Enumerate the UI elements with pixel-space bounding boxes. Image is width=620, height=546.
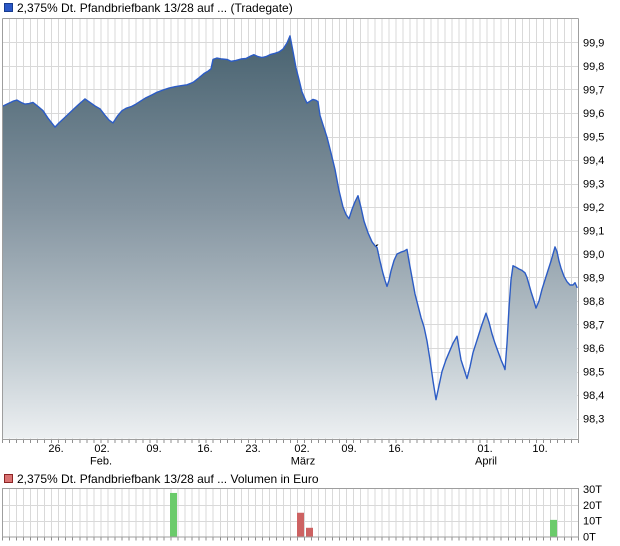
price-y-tick-label: 99,8 (583, 61, 604, 73)
date-tick-label: 02. (294, 443, 309, 455)
volume-y-tick-label: 30T (583, 484, 602, 496)
price-y-tick-label: 98,3 (583, 414, 604, 426)
date-tick-label: 09. (146, 443, 161, 455)
volume-y-axis-labels: 30T 20T 10T 0T (583, 484, 602, 543)
month-tick-label: April (475, 456, 497, 468)
price-y-tick-label: 98,9 (583, 273, 604, 285)
volume-legend: 2,375% Dt. Pfandbriefbank 13/28 auf ... … (0, 471, 620, 487)
volume-y-tick-label: 0T (583, 532, 596, 544)
volume-x-tickmarks (2, 537, 579, 541)
month-tick-label: März (291, 456, 315, 468)
price-y-tick-label: 99,5 (583, 132, 604, 144)
price-y-tick-label: 99,0 (583, 249, 604, 261)
volume-bar (550, 519, 557, 537)
price-y-tick-label: 99,4 (583, 155, 604, 167)
date-tick-label: 10. (532, 443, 547, 455)
volume-y-tick-label: 10T (583, 516, 602, 528)
price-x-axis-labels: 26. 02. 09. 16. 23. 02. 09. 16. 01. 10. Feb. März Ap… (48, 443, 547, 468)
price-y-tick-label: 99,1 (583, 226, 604, 238)
date-tick-label: 23. (245, 443, 260, 455)
date-tick-label: 01. (477, 443, 492, 455)
price-y-tick-label: 98,5 (583, 367, 604, 379)
volume-legend-label: 2,375% Dt. Pfandbriefbank 13/28 auf ... … (17, 472, 319, 486)
price-y-tick-label: 99,7 (583, 85, 604, 97)
price-x-tickmarks (2, 440, 579, 443)
price-y-tick-label: 99,2 (583, 202, 604, 214)
price-y-tick-label: 99,3 (583, 179, 604, 191)
price-y-tick-label: 98,6 (583, 343, 604, 355)
price-legend-label: 2,375% Dt. Pfandbriefbank 13/28 auf ... … (17, 1, 293, 15)
volume-plot-border (2, 488, 579, 538)
volume-bars (170, 492, 557, 537)
price-area-series (2, 35, 578, 439)
volume-bar (297, 512, 304, 537)
volume-bar (306, 527, 313, 537)
price-legend: 2,375% Dt. Pfandbriefbank 13/28 auf ... … (0, 0, 620, 16)
price-y-tick-label: 99,9 (583, 38, 604, 50)
price-plot-border (2, 18, 579, 440)
price-y-tick-label: 98,4 (583, 390, 604, 402)
date-tick-label: 16. (388, 443, 403, 455)
price-y-tick-label: 98,8 (583, 296, 604, 308)
month-tick-label: Feb. (90, 456, 112, 468)
volume-y-tick-label: 20T (583, 500, 602, 512)
date-tick-label: 09. (341, 443, 356, 455)
price-y-tick-label: 99,6 (583, 108, 604, 120)
price-y-tick-label: 98,7 (583, 320, 604, 332)
date-tick-label: 02. (94, 443, 109, 455)
price-series-marker-icon (4, 3, 13, 12)
volume-gridlines (2, 489, 579, 537)
date-tick-label: 16. (197, 443, 212, 455)
volume-series-marker-icon (4, 474, 13, 483)
volume-bar (170, 492, 177, 537)
date-tick-label: 26. (48, 443, 63, 455)
price-y-axis-labels: 99,9 99,8 99,7 99,6 99,5 99,4 99,3 99,2 99,1 99,0… (583, 38, 604, 426)
